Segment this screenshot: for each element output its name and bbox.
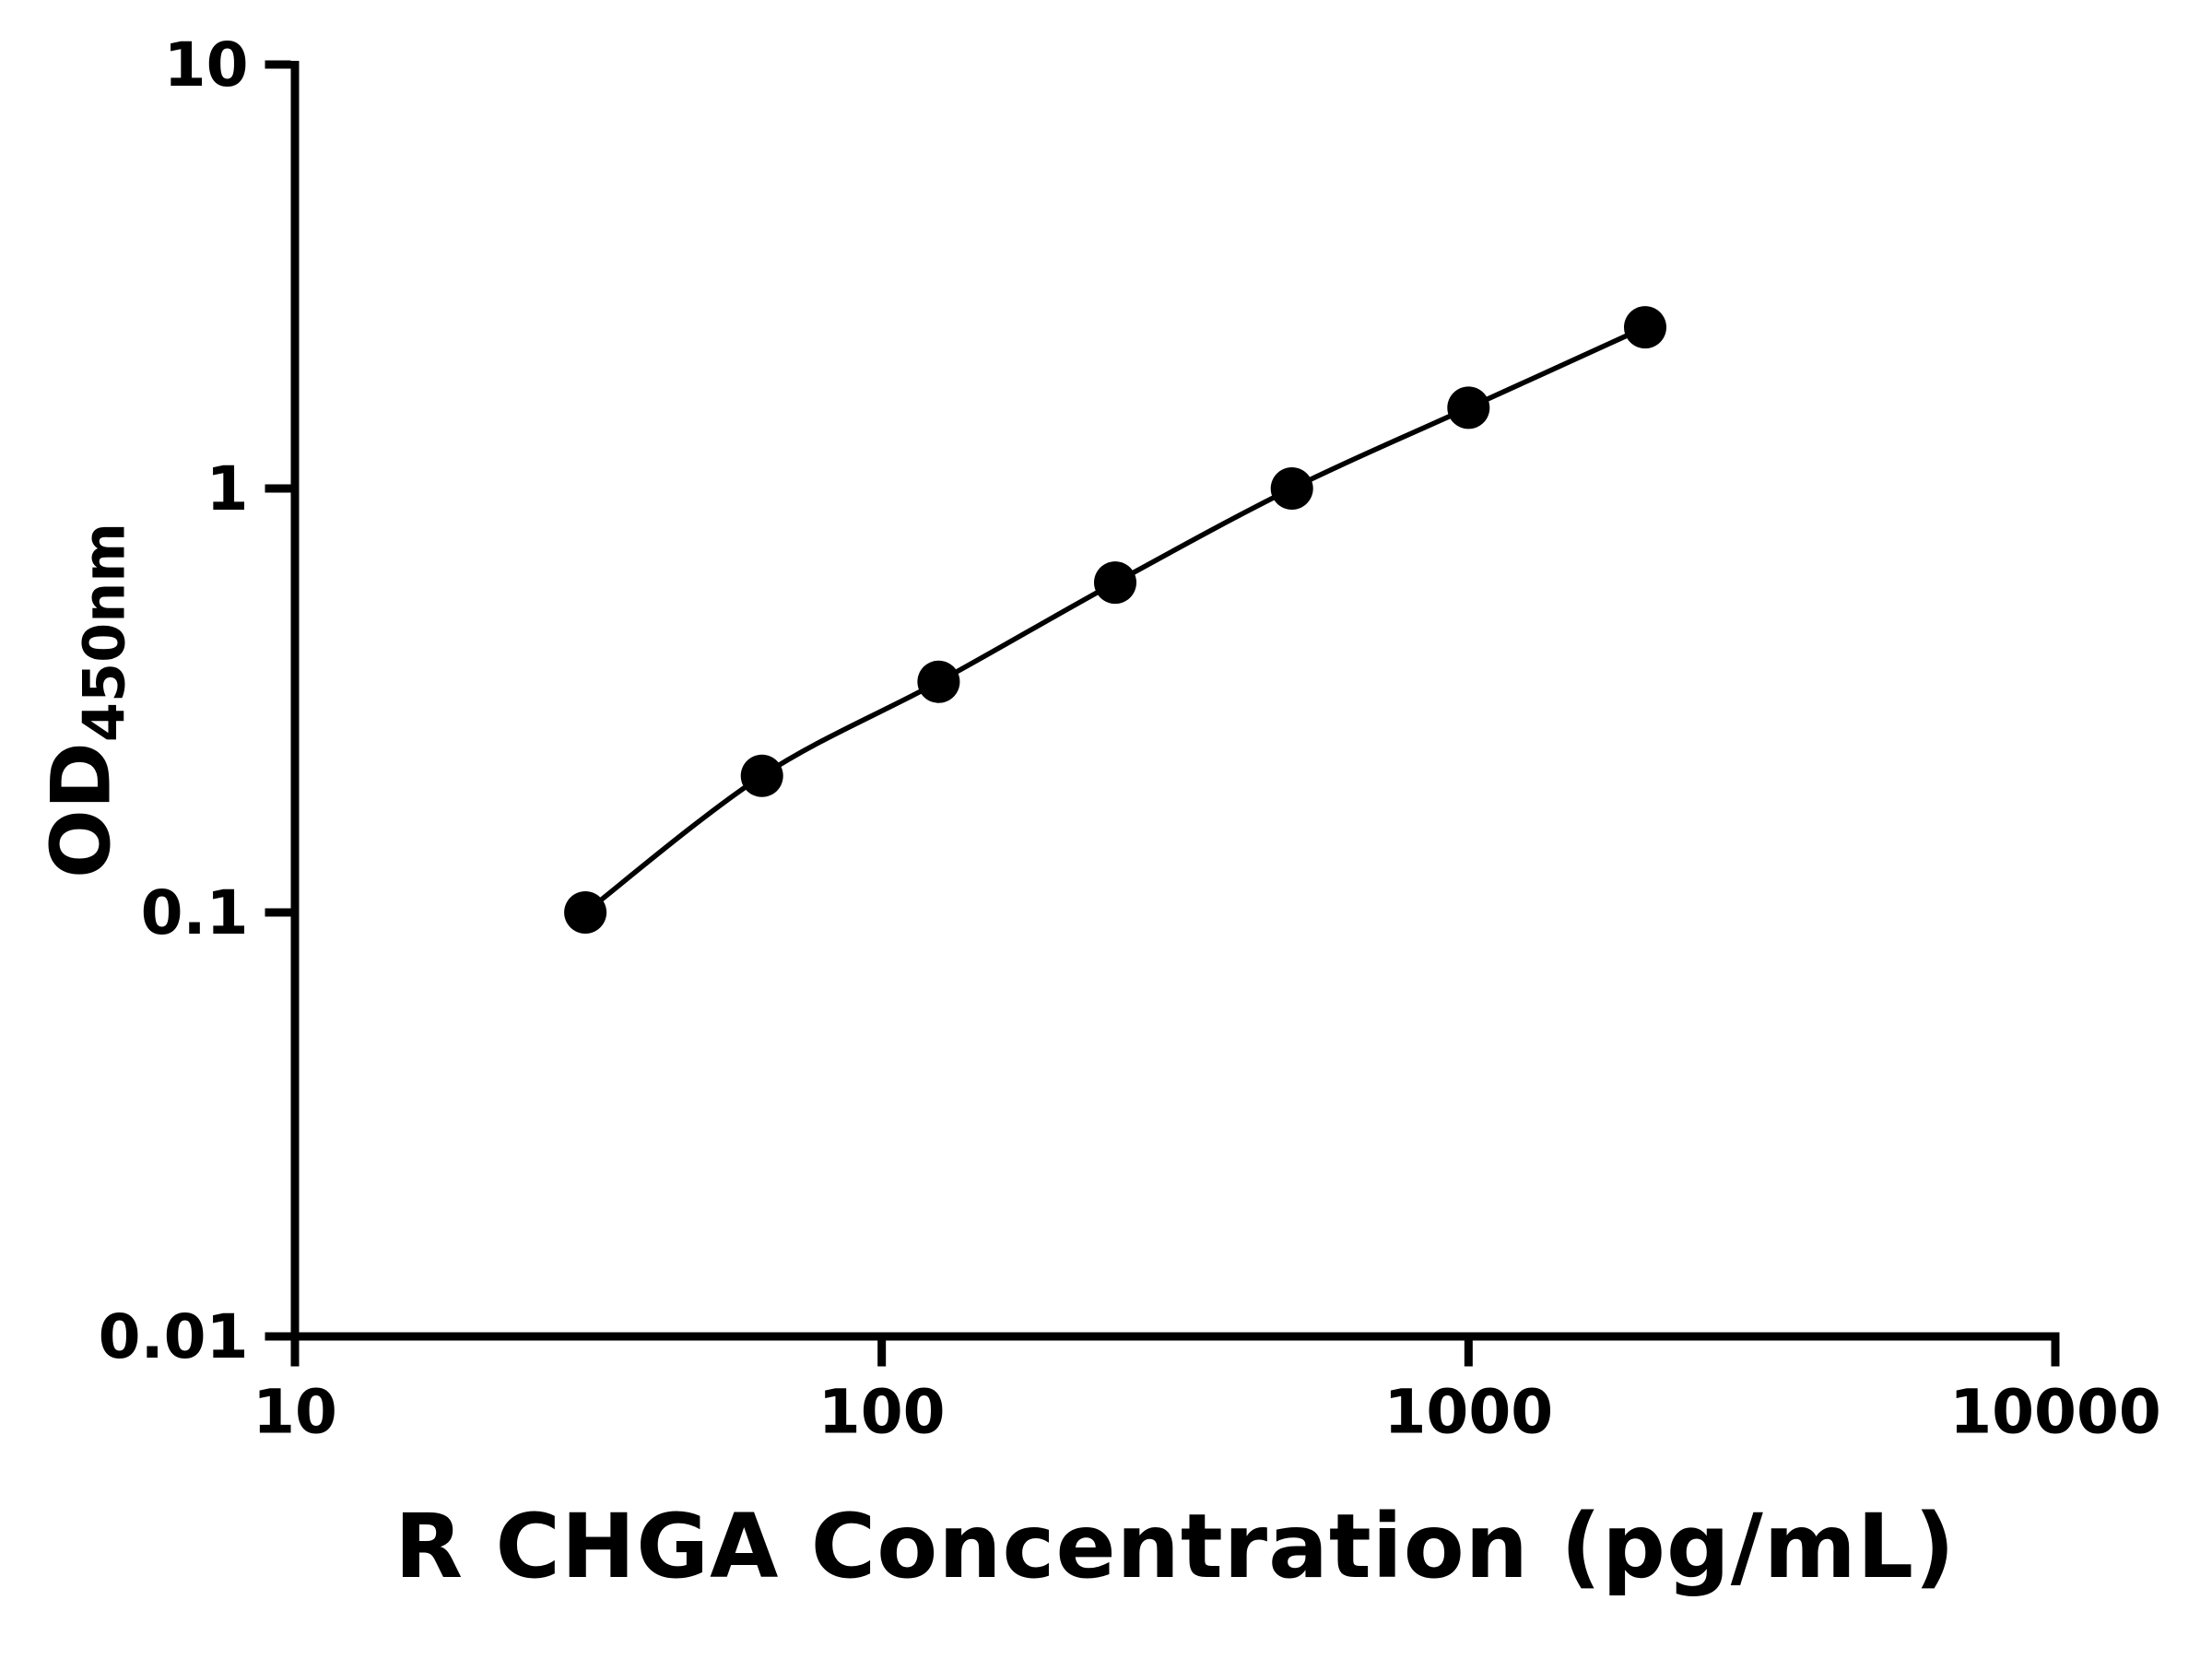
data-point	[917, 660, 960, 703]
axis-spines	[290, 61, 2060, 1341]
data-point	[740, 754, 783, 797]
y-axis-title: OD450nm	[33, 523, 138, 879]
x-tick-label: 1000	[1383, 1377, 1553, 1448]
x-axis-title: R CHGA Concentration (pg/mL)	[394, 1495, 1956, 1598]
x-tick-label: 10	[253, 1377, 337, 1448]
x-tick-label: 10000	[1949, 1377, 2161, 1448]
data-point	[564, 891, 607, 934]
y-tick-label: 0.01	[99, 1301, 249, 1372]
data-point	[1624, 306, 1666, 349]
y-tick-label: 0.1	[141, 877, 249, 948]
data-point	[1270, 467, 1313, 510]
data-point	[1447, 386, 1490, 429]
data-point	[1094, 561, 1136, 605]
y-tick-label: 10	[164, 29, 249, 100]
y-tick-label: 1	[206, 453, 249, 524]
y-axis-title-main: OD	[33, 742, 129, 879]
x-tick-label: 100	[818, 1377, 946, 1448]
y-axis-title-sub: 450nm	[70, 522, 138, 743]
